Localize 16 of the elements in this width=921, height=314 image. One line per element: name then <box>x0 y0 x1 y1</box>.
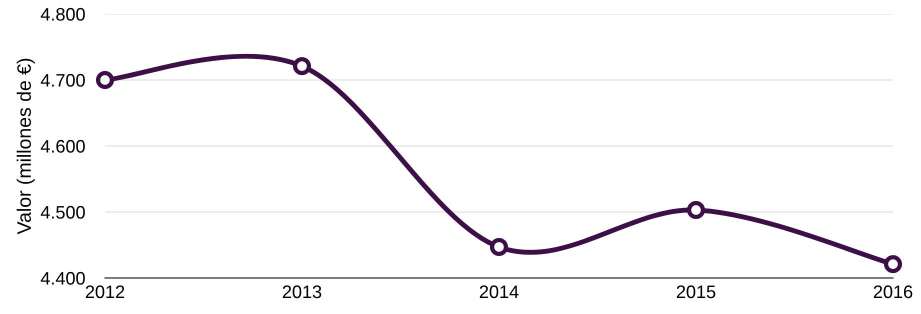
x-tick-label: 2013 <box>282 285 322 298</box>
y-tick-label: 4.600 <box>40 140 85 153</box>
x-tick-label: 2014 <box>480 285 519 298</box>
point <box>292 57 312 76</box>
y-tick-label: 4.800 <box>40 8 85 21</box>
y-tick-label: 4.500 <box>40 206 85 219</box>
point <box>96 70 114 90</box>
x-tick-label: 2015 <box>676 285 716 298</box>
x-tick-label: 2012 <box>86 285 124 298</box>
point <box>490 238 508 256</box>
point <box>686 200 706 220</box>
y-tick-label: 4.400 <box>40 272 85 285</box>
y-tick-label: 4.700 <box>40 74 85 87</box>
x-tick-label: 2016 <box>874 285 912 298</box>
y-axis-title: Valor (millones de €) <box>16 58 35 234</box>
point <box>884 255 902 274</box>
